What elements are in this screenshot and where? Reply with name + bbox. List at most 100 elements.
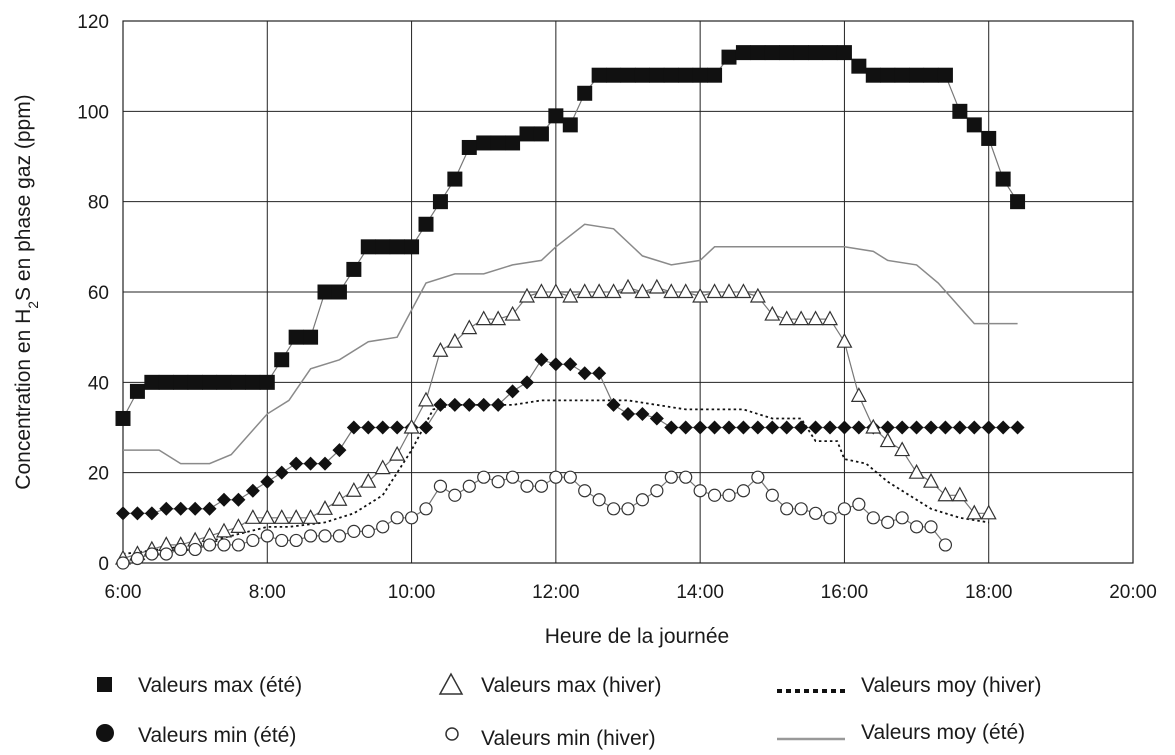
legend-label-moy-hiver: Valeurs moy (hiver) bbox=[861, 674, 1042, 697]
data-point-max_ete bbox=[880, 67, 896, 83]
x-tick-label: 16:00 bbox=[821, 582, 869, 603]
data-point-min_ete bbox=[938, 420, 953, 435]
y-axis-title-suffix: S en phase gaz (ppm) bbox=[12, 94, 35, 301]
data-point-max_ete bbox=[303, 329, 319, 345]
data-point-max_ete bbox=[346, 261, 362, 277]
data-point-min_hiver bbox=[318, 529, 332, 543]
data-point-max_ete bbox=[634, 67, 650, 83]
data-point-max_hiver bbox=[778, 310, 795, 326]
data-point-min_ete bbox=[520, 375, 534, 390]
data-point-min_ete bbox=[750, 420, 765, 435]
data-point-min_ete bbox=[794, 420, 809, 435]
data-point-max_hiver bbox=[288, 509, 305, 524]
data-point-max_ete bbox=[447, 171, 463, 187]
data-point-max_hiver bbox=[432, 341, 449, 357]
x-tick-label: 6:00 bbox=[105, 582, 142, 603]
data-point-min_hiver bbox=[679, 470, 693, 484]
data-point-min_hiver bbox=[433, 479, 448, 493]
data-point-max_ete bbox=[476, 135, 492, 151]
data-point-min_hiver bbox=[635, 493, 650, 507]
data-point-min_hiver bbox=[116, 556, 130, 570]
data-point-max_ete bbox=[1010, 194, 1026, 210]
data-point-min_hiver bbox=[289, 533, 303, 548]
data-point-min_hiver bbox=[505, 470, 520, 484]
y-tick-label: 40 bbox=[88, 373, 109, 394]
data-point-max_ete bbox=[129, 383, 145, 399]
data-point-min_ete bbox=[231, 492, 246, 507]
data-point-min_ete bbox=[260, 474, 275, 489]
data-point-min_hiver bbox=[722, 488, 736, 502]
data-point-min_ete bbox=[736, 420, 751, 435]
data-point-max_hiver bbox=[461, 319, 478, 335]
legend-item-max-ete: Valeurs max (été) bbox=[97, 674, 302, 697]
data-point-max_hiver bbox=[533, 283, 550, 299]
data-point-min_ete bbox=[837, 420, 852, 435]
data-point-min_hiver bbox=[881, 515, 895, 529]
data-point-min_ete bbox=[159, 501, 174, 516]
data-point-max_ete bbox=[836, 45, 852, 61]
data-point-max_hiver bbox=[894, 441, 911, 457]
data-point-max_ete bbox=[663, 67, 679, 83]
data-point-max_ete bbox=[274, 352, 290, 368]
data-point-max_ete bbox=[735, 45, 751, 61]
data-point-min_ete bbox=[693, 420, 708, 435]
data-point-min_ete bbox=[245, 483, 260, 498]
data-point-min_hiver bbox=[563, 470, 577, 484]
x-tick-label: 8:00 bbox=[249, 582, 286, 603]
data-point-min_ete bbox=[592, 366, 607, 381]
data-point-min_ete bbox=[433, 397, 448, 412]
data-point-min_hiver bbox=[866, 511, 880, 525]
data-point-min_ete bbox=[823, 420, 837, 435]
data-point-max_hiver bbox=[692, 287, 709, 303]
data-point-min_hiver bbox=[303, 529, 318, 543]
data-point-min_ete bbox=[173, 501, 188, 516]
y-axis-title-subscript: 2 bbox=[25, 301, 41, 309]
data-point-min_ete bbox=[649, 411, 664, 426]
data-point-min_ete bbox=[621, 406, 635, 421]
data-point-min_ete bbox=[505, 384, 520, 399]
data-point-max_hiver bbox=[475, 310, 492, 326]
data-point-min_ete bbox=[476, 397, 491, 412]
data-point-min_hiver bbox=[491, 475, 505, 489]
data-point-min_hiver bbox=[202, 538, 217, 552]
data-point-min_ete bbox=[303, 456, 318, 471]
data-point-max_ete bbox=[562, 117, 578, 133]
legend-symbol-triangle-open bbox=[438, 672, 464, 695]
data-point-min_hiver bbox=[693, 484, 707, 498]
data-point-min_hiver bbox=[347, 524, 361, 538]
data-point-max_ete bbox=[937, 67, 953, 83]
data-point-min_hiver bbox=[419, 502, 433, 516]
data-point-max_hiver bbox=[605, 283, 622, 299]
data-point-max_hiver bbox=[446, 332, 463, 348]
data-point-min_hiver bbox=[534, 479, 549, 493]
data-point-max_ete bbox=[461, 139, 477, 155]
data-point-max_ete bbox=[375, 239, 391, 255]
y-tick-label: 0 bbox=[98, 554, 109, 575]
data-point-max_hiver bbox=[360, 472, 377, 488]
data-point-min_hiver bbox=[246, 533, 260, 548]
data-point-max_ete bbox=[793, 45, 809, 61]
y-tick-label: 120 bbox=[77, 12, 109, 33]
y-tick-label: 80 bbox=[88, 193, 109, 214]
data-point-max_hiver bbox=[807, 310, 824, 326]
data-point-min_ete bbox=[390, 420, 405, 435]
data-point-max_ete bbox=[216, 374, 232, 390]
data-point-min_hiver bbox=[260, 529, 274, 543]
data-point-max_hiver bbox=[215, 522, 233, 538]
data-point-max_ete bbox=[750, 45, 766, 61]
data-point-min_ete bbox=[375, 420, 390, 435]
data-point-min_hiver bbox=[852, 497, 866, 511]
data-point-min_ete bbox=[289, 456, 304, 471]
data-point-min_hiver bbox=[477, 470, 491, 484]
series-markers bbox=[114, 45, 1026, 570]
data-point-max_ete bbox=[952, 103, 968, 119]
tick-labels: 0 20 40 60 80 100 120 6:00 8:00 10:00 12:00 14:00 16… bbox=[77, 12, 1156, 603]
data-point-max_hiver bbox=[345, 481, 362, 497]
data-point-max_ete bbox=[173, 374, 189, 390]
y-axis-title: Concentration en H2S en phase gaz (ppm) bbox=[12, 94, 41, 489]
data-point-max_hiver bbox=[735, 283, 752, 299]
data-point-min_hiver bbox=[780, 502, 794, 516]
data-point-max_ete bbox=[187, 374, 203, 390]
data-point-min_ete bbox=[895, 420, 910, 435]
data-point-min_hiver bbox=[592, 493, 606, 507]
